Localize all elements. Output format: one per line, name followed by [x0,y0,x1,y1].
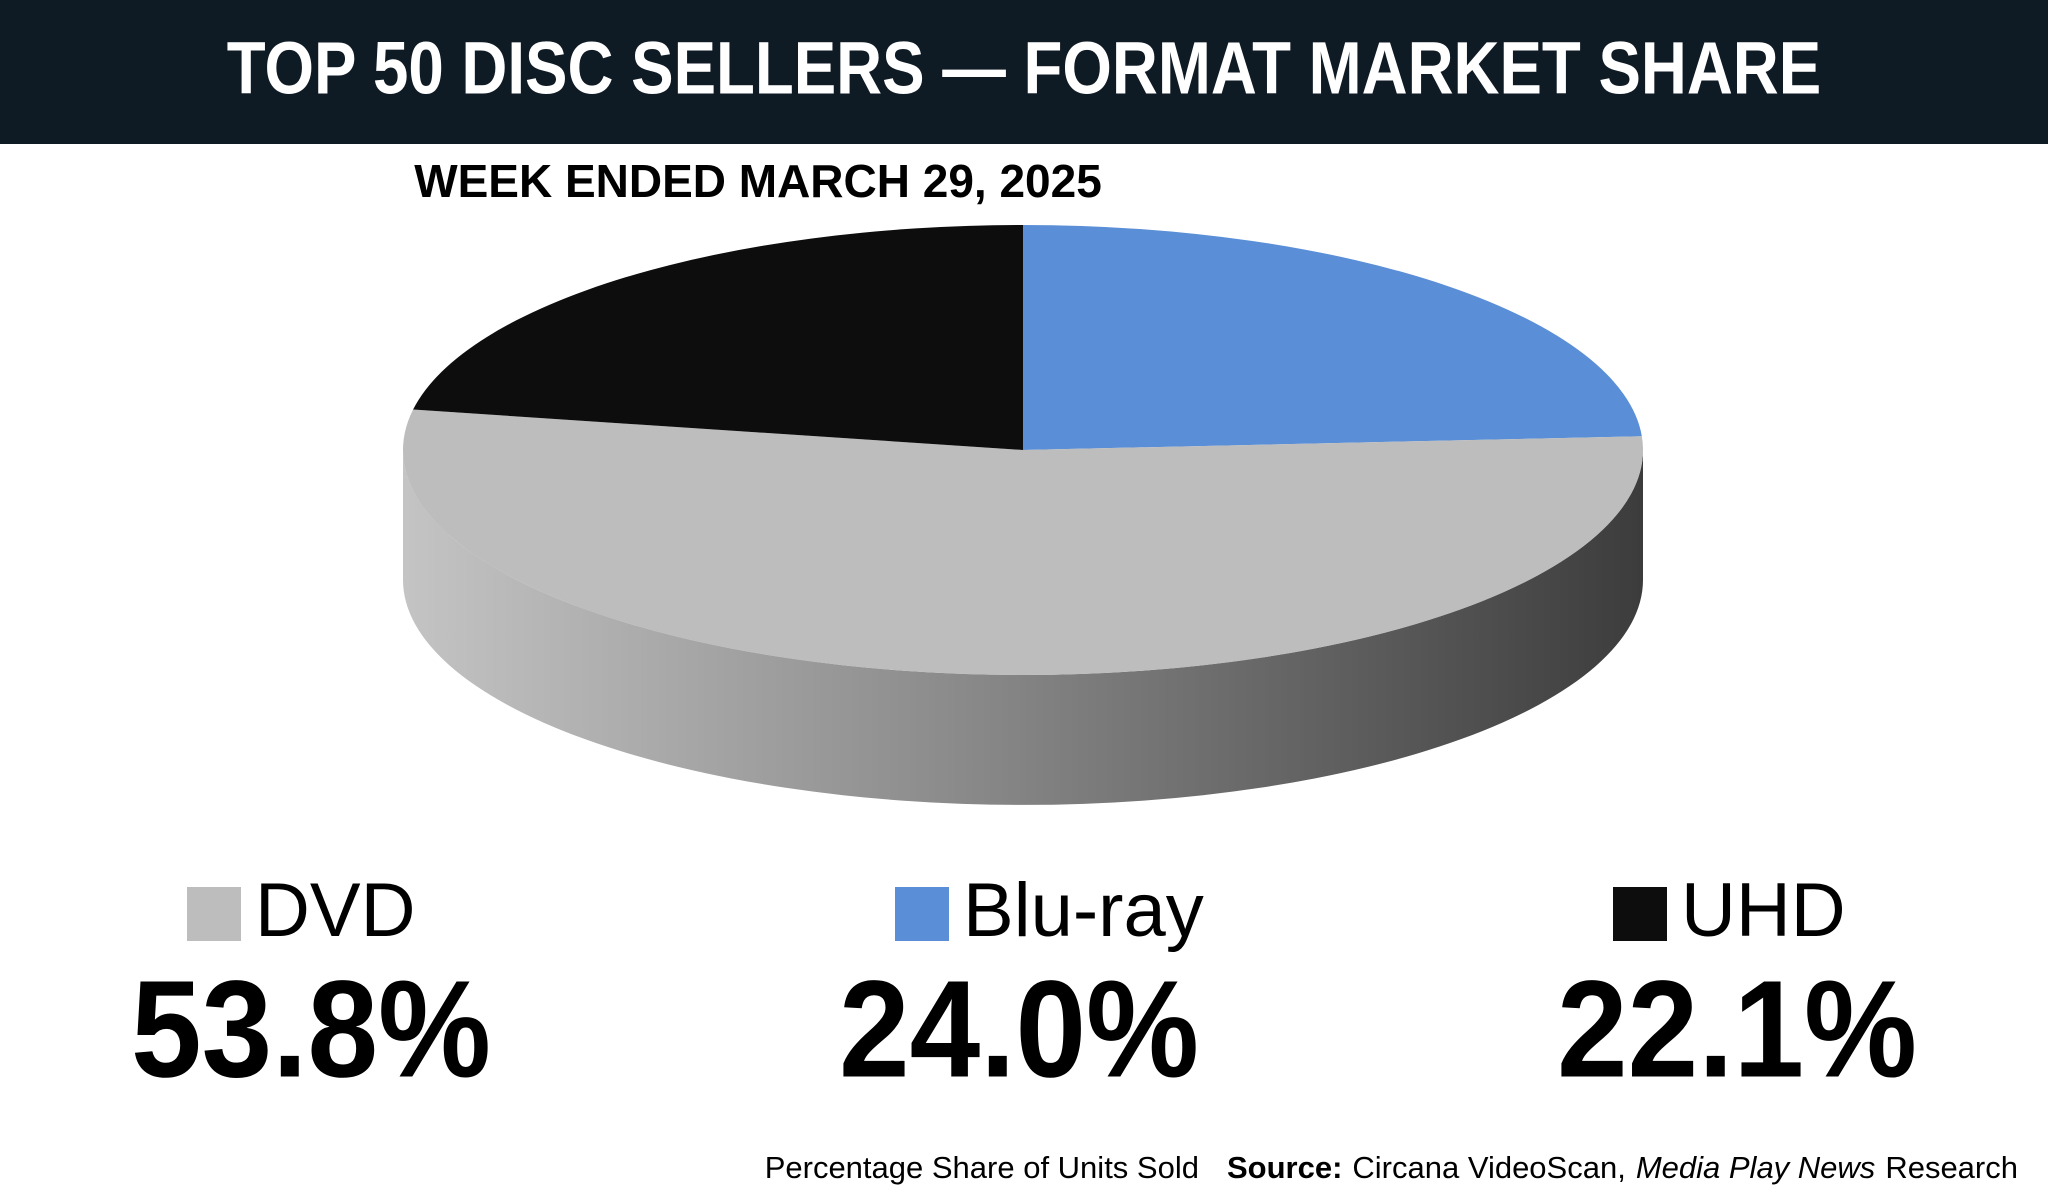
pie-slice [1023,225,1642,450]
source-label: Source: [1227,1150,1342,1185]
legend-swatch [1613,887,1667,941]
footer: Percentage Share of Units Sold Source: Cir… [765,1150,2018,1185]
legend-swatch [895,887,949,941]
value-label: 24.0% [839,953,1199,1107]
legend-swatch [187,887,241,941]
value-label: 22.1% [1557,953,1917,1107]
pie-slice [413,225,1023,450]
chart-subtitle: WEEK ENDED MARCH 29, 2025 [414,155,1102,207]
pie-slice [402,409,1644,676]
pie-side [403,450,1643,805]
legend-label: DVD [255,868,415,953]
footer-suffix: Research [1885,1150,2018,1185]
legend-label: UHD [1681,868,1846,953]
footer-note: Percentage Share of Units Sold [765,1150,1199,1185]
chart-title: TOP 50 DISC SELLERS — FORMAT MARKET SHAR… [227,27,1821,110]
title-bar [0,0,2048,144]
legend-label: Blu-ray [963,868,1204,953]
publication: Media Play News [1636,1150,1875,1185]
source: Circana VideoScan, [1352,1150,1625,1185]
pie [402,225,1644,805]
value-label: 53.8% [131,953,491,1107]
